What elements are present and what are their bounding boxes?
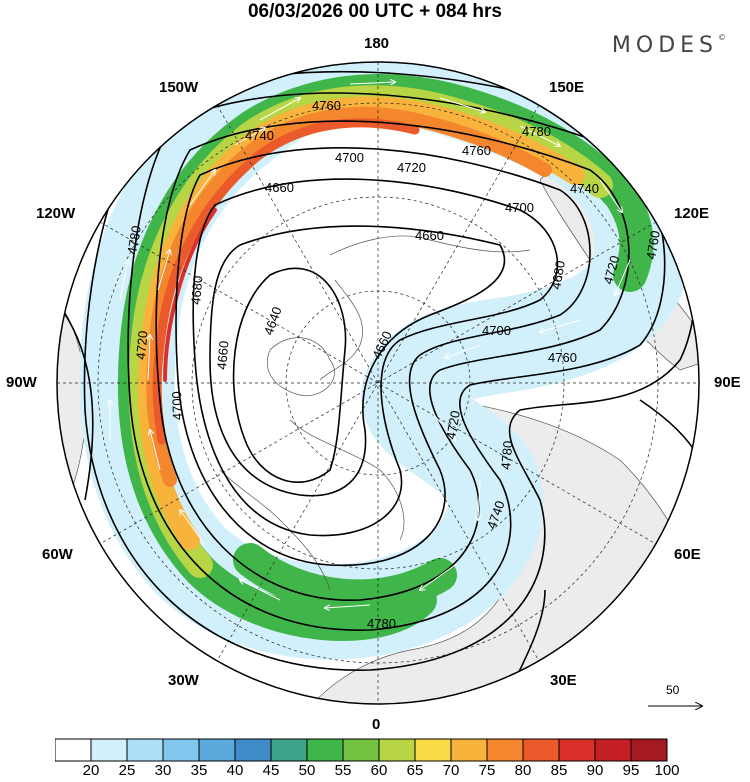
contour-label: 4740 <box>245 128 274 143</box>
colorbar-tick-label: 75 <box>478 762 496 779</box>
colorbar-cell <box>342 738 380 762</box>
colorbar-tick-label: 90 <box>586 762 604 779</box>
lon-label-180: 180 <box>364 35 390 52</box>
lon-label-30w: 30W <box>168 672 199 689</box>
colorbar-tick-label: 25 <box>118 762 136 779</box>
colorbar-tick-label: 35 <box>190 762 208 779</box>
colorbar-tick-label: 60 <box>370 762 388 779</box>
colorbar-cell <box>486 738 524 762</box>
colorbar-cell <box>162 738 200 762</box>
contour-label: 4680 <box>188 275 205 305</box>
contour-label: 4780 <box>522 124 551 139</box>
contour-label: 4720 <box>397 160 426 175</box>
wind-reference-label: 50 <box>666 683 680 697</box>
colorbar-tick-label: 20 <box>82 762 100 779</box>
contour-label: 4720 <box>133 330 150 360</box>
contour-label: 4780 <box>367 616 396 631</box>
lon-label-90w: 90W <box>6 374 37 391</box>
brand-logo: MODES© <box>611 33 726 58</box>
colorbar-tick-label: 65 <box>406 762 424 779</box>
colorbar-tick-label: 45 <box>262 762 280 779</box>
wind-vectors <box>110 82 631 608</box>
contour-label: 4720 <box>443 409 463 440</box>
contour-label: 4700 <box>505 200 534 215</box>
colorbar-tick-label: 70 <box>442 762 460 779</box>
coastlines <box>219 235 531 591</box>
colorbar-tick-label: 55 <box>334 762 352 779</box>
colorbar-cell <box>55 738 92 762</box>
lon-label-60w: 60W <box>42 546 73 563</box>
contour-label: 4700 <box>482 323 511 338</box>
contour-label: 4760 <box>548 350 577 365</box>
colorbar-tick-label: 30 <box>154 762 172 779</box>
lon-label-150w: 150W <box>159 79 199 96</box>
lon-label-90e: 90E <box>714 374 741 391</box>
colorbar-tick-label: 95 <box>622 762 640 779</box>
colorbar-tick-label: 100 <box>654 762 680 779</box>
contour-label: 4680 <box>548 259 568 290</box>
colorbar-tick-label: 50 <box>298 762 316 779</box>
lon-label-150e: 150E <box>549 79 585 96</box>
contour-label: 4700 <box>335 150 364 165</box>
lon-label-120w: 120W <box>36 205 76 222</box>
colorbar-cell <box>306 738 344 762</box>
lon-label-30e: 30E <box>550 672 577 689</box>
contour-label: 4780 <box>498 440 515 470</box>
copyright-mark: © <box>718 33 726 42</box>
contour-label: 4760 <box>462 143 491 158</box>
contour-label-group: 4640 4660 4660 4660 4660 4680 4680 4700 … <box>124 98 663 631</box>
map-title: 06/03/2026 00 UTC + 084 hrs <box>247 1 503 22</box>
colorbar-cell <box>378 738 416 762</box>
colorbar-cell <box>558 738 596 762</box>
contour-label: 4660 <box>265 180 294 195</box>
colorbar-tick-label: 80 <box>514 762 532 779</box>
contour-label: 4760 <box>312 98 341 113</box>
contour-label: 4780 <box>124 224 144 255</box>
map-boundary <box>56 61 700 705</box>
colorbar-cell <box>198 738 236 762</box>
colorbar-tick-label: 40 <box>226 762 244 779</box>
contour-label: 4720 <box>600 254 622 286</box>
lon-label-60e: 60E <box>674 546 701 563</box>
lon-label-120e: 120E <box>674 205 710 222</box>
colorbar-cell <box>270 738 308 762</box>
colorbar-cell <box>90 738 128 762</box>
colorbar-cell <box>450 738 488 762</box>
colorbar-cell <box>126 738 164 762</box>
colorbar-tick-label: 85 <box>550 762 568 779</box>
lon-label-0: 0 <box>372 716 381 733</box>
contour-label: 4740 <box>570 181 599 196</box>
colorbar-cell <box>522 738 560 762</box>
colorbar-cell <box>594 738 632 762</box>
colorbar-cell <box>234 738 272 762</box>
contour-label: 4660 <box>214 340 231 370</box>
contour-label: 4760 <box>643 229 663 260</box>
colorbar-cell <box>630 738 668 762</box>
colorbar-cell <box>414 738 452 762</box>
contour-label: 4660 <box>415 228 444 243</box>
colorbar <box>55 738 668 762</box>
contour-label: 4700 <box>169 391 185 420</box>
